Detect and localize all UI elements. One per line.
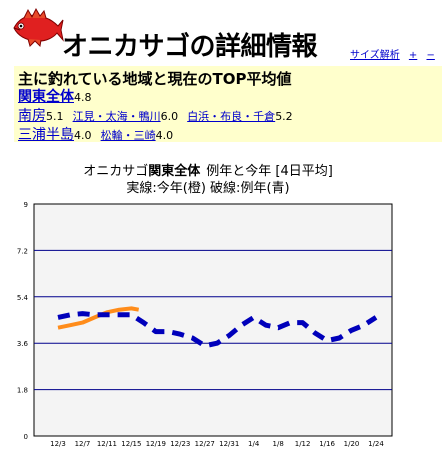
x-tick-label: 12/31 [219, 440, 239, 448]
page-title: オニカサゴの詳細情報 [62, 32, 318, 62]
area1-sub1-value: 6.0 [160, 110, 179, 123]
x-tick-label: 1/24 [368, 440, 384, 448]
x-tick-label: 1/16 [319, 440, 335, 448]
x-tick-label: 12/11 [97, 440, 117, 448]
x-tick-label: 1/8 [273, 440, 284, 448]
header-links: サイズ解析 + − [350, 46, 441, 61]
series-lines [57, 306, 378, 349]
x-tick-label: 12/23 [170, 440, 190, 448]
trend-chart: オニカサゴ関東全体 例年と今年 [4日平均] 実線:今年(橙) 破線:例年(青) … [17, 163, 393, 448]
y-tick-label: 0 [24, 433, 28, 441]
series-line-average [57, 311, 378, 349]
size-analysis-link[interactable]: サイズ解析 [350, 50, 400, 61]
x-tick-label: 1/20 [344, 440, 360, 448]
area1-row: 南房5.1 江見・太海・鴨川6.0 白浜・布良・千倉5.2 [18, 105, 293, 125]
fish-icon [13, 7, 64, 48]
region-link[interactable]: 関東全体 [18, 89, 74, 105]
zoom-in-link[interactable]: + [408, 50, 418, 61]
summary-heading: 主に釣れている地域と現在のTOP平均値 [18, 70, 292, 88]
area1-sub1-link[interactable]: 江見・太海・鴨川 [72, 110, 161, 123]
x-tick-label: 12/3 [50, 440, 66, 448]
area1-value: 5.1 [46, 110, 64, 123]
area2-value: 4.0 [74, 129, 92, 142]
grid-lines [34, 249, 392, 391]
area1-sub2-value: 5.2 [275, 110, 293, 123]
x-axis: 12/3 12/7 12/11 12/15 12/19 12/23 12/27 12/31 1/… [50, 440, 384, 448]
area1-sub2-link[interactable]: 白浜・布良・千倉 [187, 110, 276, 123]
area2-row: 三浦半島4.0 松輪・三崎4.0 [18, 124, 173, 144]
x-tick-label: 1/4 [248, 440, 260, 448]
x-tick-label: 12/15 [121, 440, 141, 448]
y-tick-label: 3.6 [17, 340, 29, 348]
x-tick-label: 12/27 [195, 440, 215, 448]
page-header: オニカサゴの詳細情報 サイズ解析 + − [0, 0, 442, 66]
x-tick-label: 12/19 [146, 440, 166, 448]
chart-subtitle: 実線:今年(橙) 破線:例年(青) [126, 180, 289, 196]
region-value: 4.8 [74, 91, 92, 104]
y-axis: 0 1.8 3.6 5.4 7.2 9 [17, 201, 29, 441]
area1-link[interactable]: 南房 [18, 108, 46, 124]
y-tick-label: 5.4 [17, 294, 29, 302]
y-tick-label: 9 [24, 201, 28, 209]
y-tick-label: 7.2 [17, 247, 28, 255]
region-row: 関東全体4.8 [18, 86, 92, 106]
chart-title: オニカサゴ関東全体 例年と今年 [4日平均] [83, 163, 333, 179]
zoom-out-link[interactable]: − [426, 50, 435, 61]
x-tick-label: 12/7 [75, 440, 91, 448]
summary-panel: 主に釣れている地域と現在のTOP平均値 関東全体4.8 南房5.1 江見・太海・… [14, 66, 442, 144]
x-tick-label: 1/12 [295, 440, 311, 448]
y-tick-label: 1.8 [17, 387, 28, 395]
area2-link[interactable]: 三浦半島 [18, 127, 74, 143]
area2-sub1-value: 4.0 [155, 129, 174, 142]
area2-sub1-link[interactable]: 松輪・三崎 [100, 129, 156, 142]
